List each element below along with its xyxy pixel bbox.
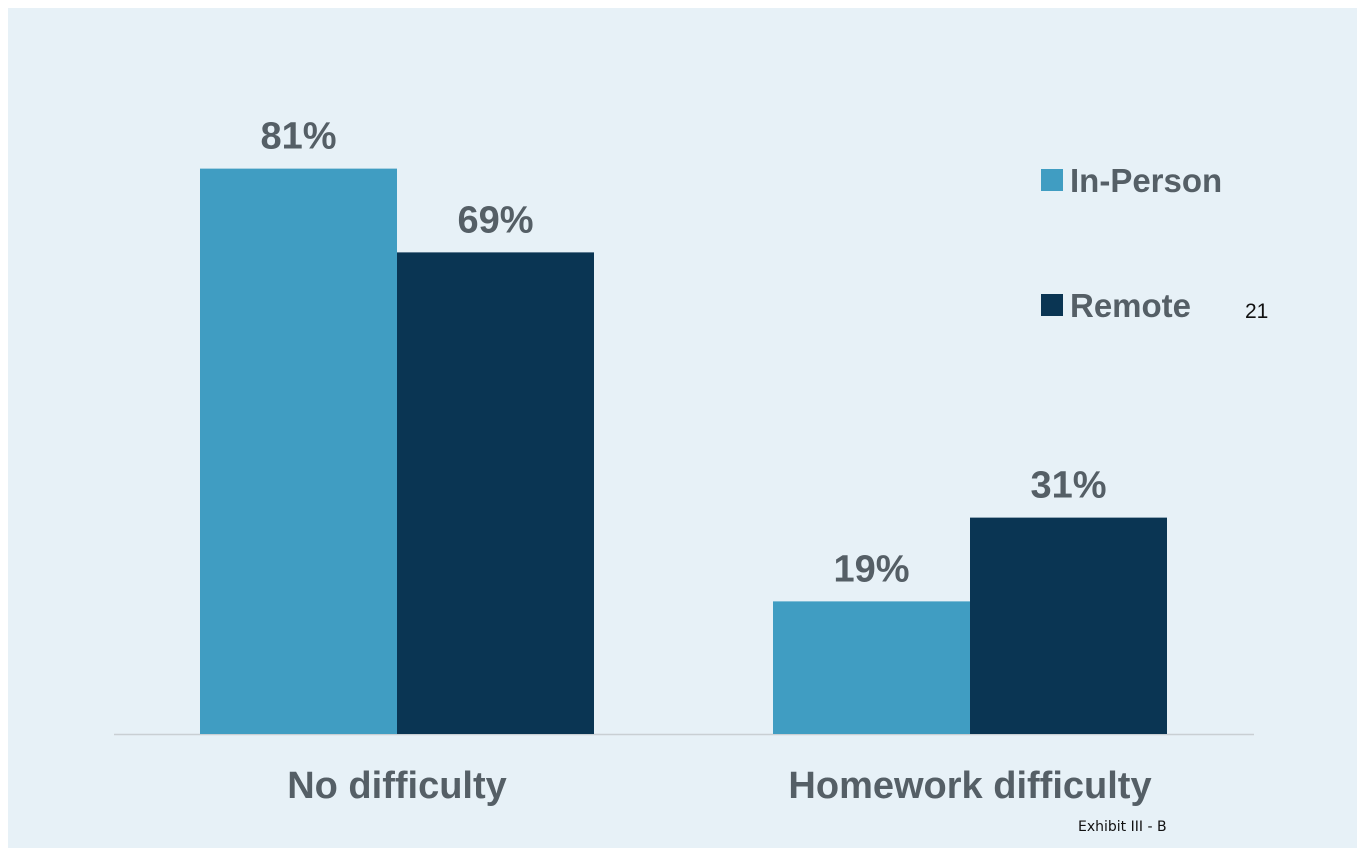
legend-label: Remote bbox=[1070, 287, 1191, 324]
bar-in-person-0 bbox=[200, 168, 397, 734]
data-label: 81% bbox=[260, 116, 336, 158]
exhibit-label: Exhibit III - B bbox=[1078, 819, 1167, 835]
bar-remote-1 bbox=[970, 517, 1167, 734]
bar-remote-0 bbox=[397, 252, 594, 734]
data-label: 19% bbox=[833, 548, 909, 590]
bar-in-person-1 bbox=[773, 601, 970, 734]
category-label: No difficulty bbox=[287, 765, 507, 807]
slide-number: 21 bbox=[1245, 300, 1269, 323]
data-label: 31% bbox=[1030, 465, 1106, 507]
category-label: Homework difficulty bbox=[788, 765, 1151, 807]
legend-swatch bbox=[1041, 169, 1063, 191]
data-label: 69% bbox=[457, 199, 533, 241]
bar-chart: 81% 69% No difficulty 19% 31% Homework diffic… bbox=[114, 116, 1254, 807]
legend-label: In-Person bbox=[1070, 162, 1222, 199]
legend-swatch bbox=[1041, 294, 1063, 316]
chart-slide: 81% 69% No difficulty 19% 31% Homework diffic… bbox=[8, 8, 1357, 848]
